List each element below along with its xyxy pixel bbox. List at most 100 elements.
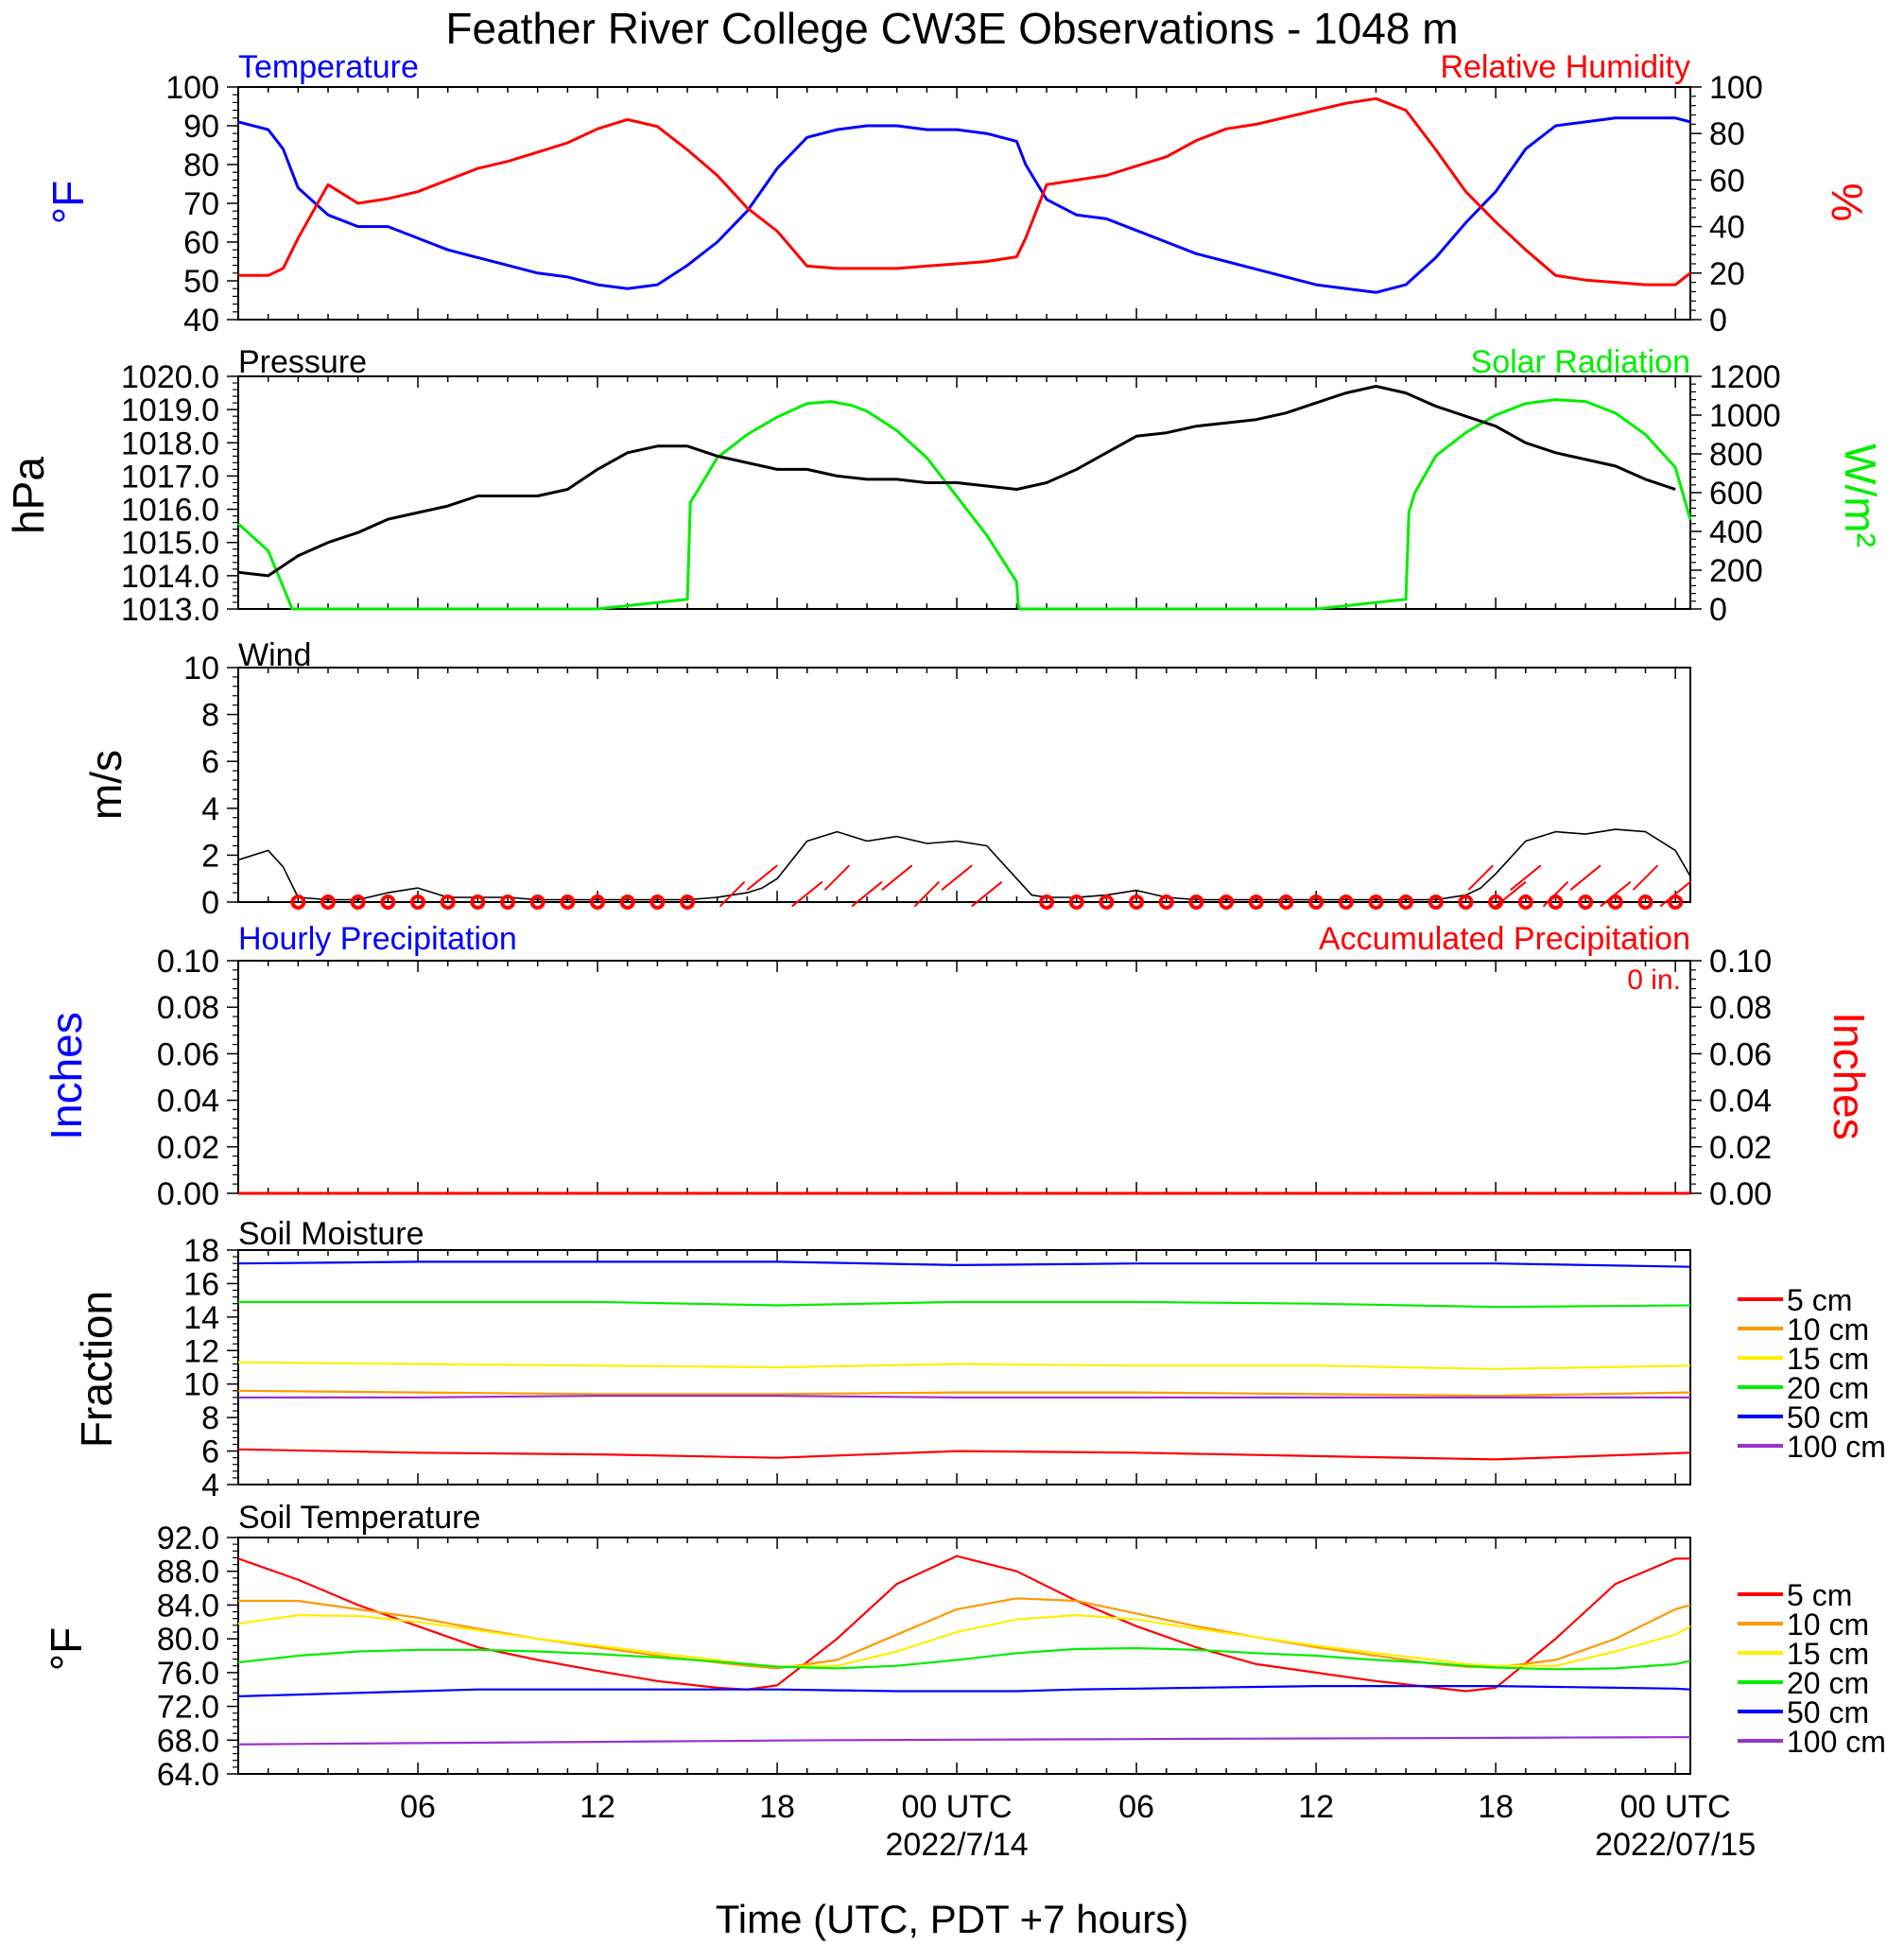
y-tick-label: 10	[183, 1367, 219, 1403]
y-tick-label: 0.08	[1709, 990, 1772, 1026]
legend-label: 15 cm	[1787, 1637, 1869, 1671]
axes-wind: 0 2 4 6 8 10	[183, 651, 1691, 921]
y-tick-label: 18	[183, 1233, 219, 1269]
x-tick-label: 18	[1478, 1789, 1514, 1825]
calm-wind-marker	[380, 895, 396, 910]
wind-barb	[1569, 864, 1601, 891]
y-tick-label: 1018.0	[121, 426, 219, 461]
panel-title-accumulated-precipitation: Accumulated Precipitation	[1319, 921, 1690, 957]
legend-label: 5 cm	[1787, 1578, 1852, 1612]
ylabel-temperature: °F	[43, 181, 93, 225]
calm-wind-marker	[1188, 895, 1204, 910]
ylabel-accumulated-precipitation: Inches	[1825, 1012, 1874, 1140]
wind-barb	[746, 864, 778, 891]
plot-frame	[237, 667, 1691, 903]
wind-barb	[881, 864, 913, 891]
calm-wind-marker	[1368, 895, 1384, 910]
series-pressure	[237, 385, 1676, 578]
plot-frame	[237, 86, 1691, 321]
y-tick-label: 90	[183, 109, 219, 145]
calm-wind-marker	[680, 895, 696, 910]
panel-title-solar-radiation: Solar Radiation	[1471, 344, 1690, 380]
y-tick-label: 0.08	[157, 990, 219, 1026]
series-100cm	[237, 1735, 1691, 1746]
calm-wind-marker	[1458, 895, 1474, 910]
y-tick-label: 40	[183, 303, 219, 339]
calm-wind-marker	[440, 895, 456, 910]
calm-wind-marker	[1068, 895, 1084, 910]
y-tick-label: 80.0	[157, 1622, 219, 1658]
y-tick-label: 1200	[1709, 359, 1781, 395]
plot-frame	[237, 375, 1691, 610]
series-15cm	[237, 1613, 1691, 1668]
wind-barb	[1600, 880, 1632, 908]
plot-frame	[237, 1537, 1691, 1775]
panel-title-relative-humidity: Relative Humidity	[1440, 49, 1690, 85]
y-tick-label: 4	[201, 791, 219, 827]
wind-barb	[791, 880, 823, 908]
legend-label: 5 cm	[1787, 1283, 1852, 1317]
y-tick-label: 80	[1709, 116, 1745, 152]
ylabel-relative-humidity: %	[1823, 183, 1872, 222]
calm-wind-marker	[1158, 895, 1174, 910]
series-5cm	[237, 1448, 1691, 1461]
ylabel-wind: m/s	[81, 750, 130, 820]
series-50cm	[237, 1684, 1691, 1697]
series-wind-speed	[237, 828, 1691, 901]
panel-pressure-solar: Pressure Solar Radiation hPa W/m² 1013.0…	[4, 344, 1885, 628]
ylabel-soil-temperature: °F	[42, 1627, 91, 1672]
series-100cm	[238, 1394, 1690, 1399]
y-tick-label: 20	[1709, 256, 1745, 292]
y-tick-label: 92.0	[157, 1520, 219, 1556]
y-tick-label: 0.10	[1709, 944, 1772, 980]
series-solar-radiation	[236, 398, 1692, 611]
panel-title-soil-temperature: Soil Temperature	[238, 1500, 480, 1536]
y-tick-label: 88.0	[157, 1555, 219, 1590]
legend-label: 10 cm	[1787, 1312, 1869, 1347]
legend-label: 100 cm	[1787, 1430, 1886, 1464]
legend-label: 50 cm	[1787, 1695, 1869, 1729]
legend-label: 20 cm	[1787, 1666, 1869, 1700]
series-relative-humidity	[238, 96, 1691, 287]
y-tick-label: 8	[201, 698, 219, 734]
x-tick-label: 12	[1298, 1789, 1334, 1825]
wind-barb	[941, 864, 973, 891]
panel-temperature-humidity: Temperature Relative Humidity °F % 40506…	[43, 49, 1872, 339]
axes-soil-temperature: 64.068.072.076.080.084.088.092.0	[157, 1520, 1691, 1793]
y-tick-label: 0	[1709, 303, 1727, 339]
calm-wind-marker	[649, 895, 666, 910]
x-tick-label: 00 UTC	[1620, 1789, 1731, 1825]
calm-wind-marker	[1308, 895, 1324, 910]
calm-wind-marker	[1578, 895, 1594, 910]
y-tick-label: 60	[183, 225, 219, 261]
wind-barb	[1510, 864, 1542, 891]
y-tick-label: 6	[201, 1434, 219, 1470]
calm-wind-marker	[1039, 895, 1055, 910]
y-tick-label: 80	[183, 148, 219, 183]
y-tick-label: 1000	[1709, 398, 1781, 434]
ylabel-soil-moisture: Fraction	[72, 1291, 121, 1448]
calm-wind-marker	[470, 895, 486, 910]
series-15cm	[237, 1361, 1691, 1370]
legend-label: 100 cm	[1787, 1725, 1886, 1759]
y-tick-label: 0	[1709, 592, 1727, 628]
ylabel-solar-radiation: W/m²	[1836, 443, 1885, 547]
calm-wind-marker	[1548, 895, 1564, 910]
y-tick-label: 0.06	[157, 1036, 219, 1072]
wind-barb	[913, 880, 941, 908]
y-tick-label: 600	[1709, 476, 1763, 512]
panel-title-pressure: Pressure	[238, 344, 367, 380]
wind-barb	[1495, 880, 1527, 908]
y-tick-label: 800	[1709, 437, 1763, 473]
y-tick-label: 6	[201, 744, 219, 780]
y-tick-label: 0.02	[1709, 1130, 1772, 1166]
wind-barb	[718, 880, 746, 908]
series-50cm	[237, 1260, 1691, 1268]
calm-wind-marker	[1398, 895, 1414, 910]
y-tick-label: 0.04	[157, 1084, 219, 1120]
series-10cm	[237, 1389, 1691, 1398]
